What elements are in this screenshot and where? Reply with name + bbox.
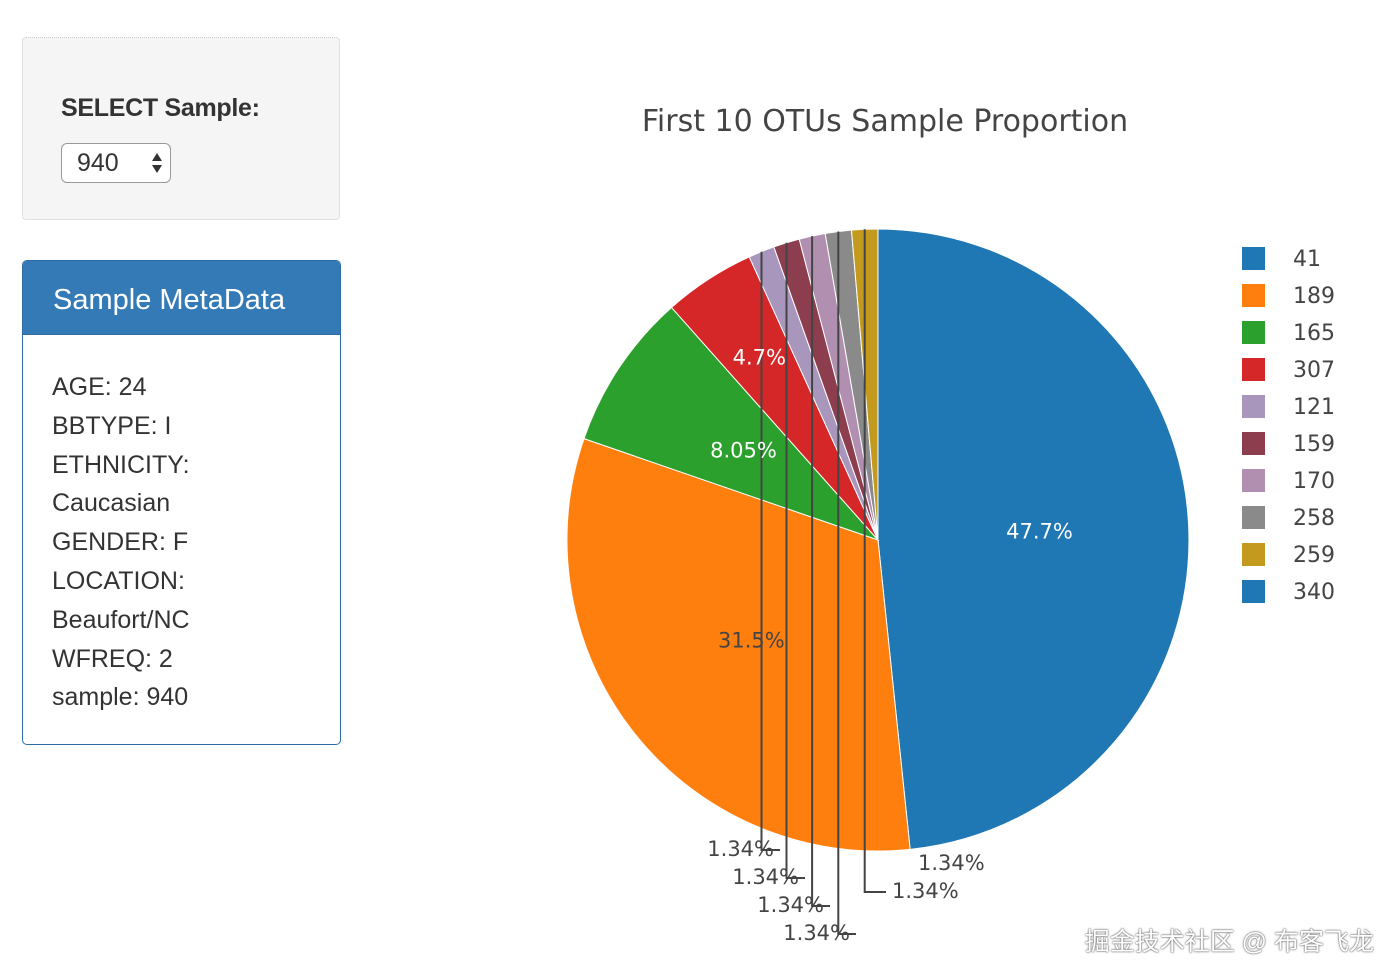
pie-leader-lines [760, 229, 886, 935]
metadata-line: ETHNICITY: [52, 450, 190, 479]
legend-swatch-170 [1242, 469, 1265, 492]
sample-metadata-panel: Sample MetaData AGE: 24 BBTYPE: I ETHNIC… [22, 260, 341, 745]
legend-label-307: 307 [1293, 358, 1335, 383]
chart-legend: 41 189 165 307 121 159 170 258 259 340 [1242, 247, 1335, 605]
legend-label-121: 121 [1293, 395, 1335, 420]
pie-label-189: 31.5% [718, 629, 785, 653]
legend-swatch-159 [1242, 432, 1265, 455]
legend-swatch-307 [1242, 358, 1265, 381]
legend-swatch-259 [1242, 543, 1265, 566]
metadata-panel-heading: Sample MetaData [23, 261, 340, 335]
pie-slice-189 [566, 438, 911, 852]
metadata-line: sample: 940 [52, 683, 189, 712]
legend-swatch-340 [1242, 580, 1265, 603]
pie-slice-41 [877, 228, 1190, 850]
legend-label-41: 41 [1293, 247, 1321, 272]
pie-slice-165 [583, 306, 880, 542]
metadata-line: BBTYPE: I [52, 411, 172, 440]
leader-line-159 [785, 242, 805, 879]
sample-select[interactable]: 940 [61, 143, 171, 183]
pie-label-165: 8.05% [710, 438, 777, 462]
metadata-line: WFREQ: 2 [52, 644, 173, 673]
legend-swatch-121 [1242, 395, 1265, 418]
pie-label-259-secondary: 1.34% [918, 851, 985, 875]
metadata-line: GENDER: F [52, 528, 189, 557]
pie-label-259: 1.34% [892, 879, 959, 903]
leader-line-170 [811, 236, 830, 907]
pie-slice-labels: 47.7% 31.5% 8.05% 4.7% 1.34% 1.34% 1.34% 1.34% 1… [707, 346, 1073, 946]
pie-label-307: 4.7% [733, 346, 786, 370]
pie-label-121: 1.34% [707, 837, 774, 861]
legend-swatch-189 [1242, 284, 1265, 307]
pie-label-159: 1.34% [732, 865, 799, 889]
chart-title: First 10 OTUs Sample Proportion [642, 104, 1128, 139]
select-updown-arrows-icon [152, 153, 162, 173]
leader-line-259 [863, 229, 886, 893]
legend-label-258: 258 [1293, 506, 1335, 531]
legend-label-259: 259 [1293, 543, 1335, 568]
metadata-line: AGE: 24 [52, 373, 147, 401]
metadata-panel-title: Sample MetaData [53, 284, 286, 316]
pie-label-41: 47.7% [1006, 520, 1073, 544]
legend-label-159: 159 [1293, 432, 1335, 457]
metadata-line: LOCATION: [52, 566, 185, 595]
sample-select-value: 940 [77, 149, 119, 177]
leader-line-121 [760, 251, 780, 851]
legend-swatch-258 [1242, 506, 1265, 529]
sample-selector-panel: SELECT Sample: 940 [22, 37, 340, 220]
legend-label-165: 165 [1293, 321, 1335, 346]
legend-label-340: 340 [1293, 580, 1335, 605]
metadata-line: Beaufort/NC [52, 605, 190, 634]
legend-label-189: 189 [1293, 284, 1335, 309]
select-sample-label: SELECT Sample: [61, 94, 260, 122]
legend-label-170: 170 [1293, 469, 1335, 494]
metadata-line: Caucasian [52, 489, 171, 518]
legend-swatch-165 [1242, 321, 1265, 344]
pie-label-170: 1.34% [757, 893, 824, 917]
watermark: 掘金技术社区 @ 布客飞龙 [1084, 928, 1374, 956]
leader-line-258 [837, 231, 856, 935]
legend-swatch-41 [1242, 247, 1265, 270]
metadata-list: AGE: 24 BBTYPE: I ETHNICITY: Caucasian G… [52, 368, 190, 717]
pie-label-258: 1.34% [783, 921, 850, 945]
pie-slices [566, 228, 1190, 852]
